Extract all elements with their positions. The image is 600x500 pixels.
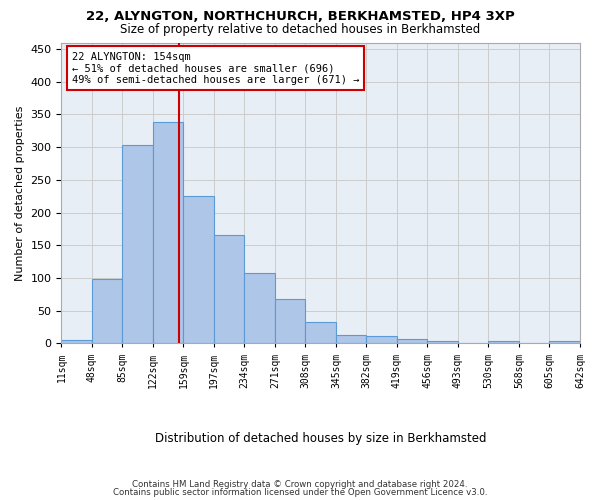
Text: Contains HM Land Registry data © Crown copyright and database right 2024.: Contains HM Land Registry data © Crown c… bbox=[132, 480, 468, 489]
Bar bbox=[92, 279, 122, 344]
Bar bbox=[305, 322, 336, 344]
Bar bbox=[275, 300, 305, 344]
Text: 22, ALYNGTON, NORTHCHURCH, BERKHAMSTED, HP4 3XP: 22, ALYNGTON, NORTHCHURCH, BERKHAMSTED, … bbox=[86, 10, 514, 23]
Bar bbox=[488, 340, 519, 344]
Bar bbox=[122, 145, 153, 344]
Bar bbox=[153, 122, 184, 344]
Bar bbox=[244, 272, 275, 344]
Bar bbox=[61, 340, 92, 344]
Bar bbox=[336, 336, 367, 344]
Y-axis label: Number of detached properties: Number of detached properties bbox=[15, 105, 25, 281]
Bar bbox=[397, 340, 427, 344]
Bar bbox=[550, 342, 580, 344]
Text: 22 ALYNGTON: 154sqm
← 51% of detached houses are smaller (696)
49% of semi-detac: 22 ALYNGTON: 154sqm ← 51% of detached ho… bbox=[72, 52, 359, 84]
Text: Size of property relative to detached houses in Berkhamsted: Size of property relative to detached ho… bbox=[120, 22, 480, 36]
X-axis label: Distribution of detached houses by size in Berkhamsted: Distribution of detached houses by size … bbox=[155, 432, 487, 445]
Bar bbox=[427, 340, 458, 344]
Text: Contains public sector information licensed under the Open Government Licence v3: Contains public sector information licen… bbox=[113, 488, 487, 497]
Bar bbox=[367, 336, 397, 344]
Bar bbox=[184, 196, 214, 344]
Bar bbox=[214, 236, 244, 344]
